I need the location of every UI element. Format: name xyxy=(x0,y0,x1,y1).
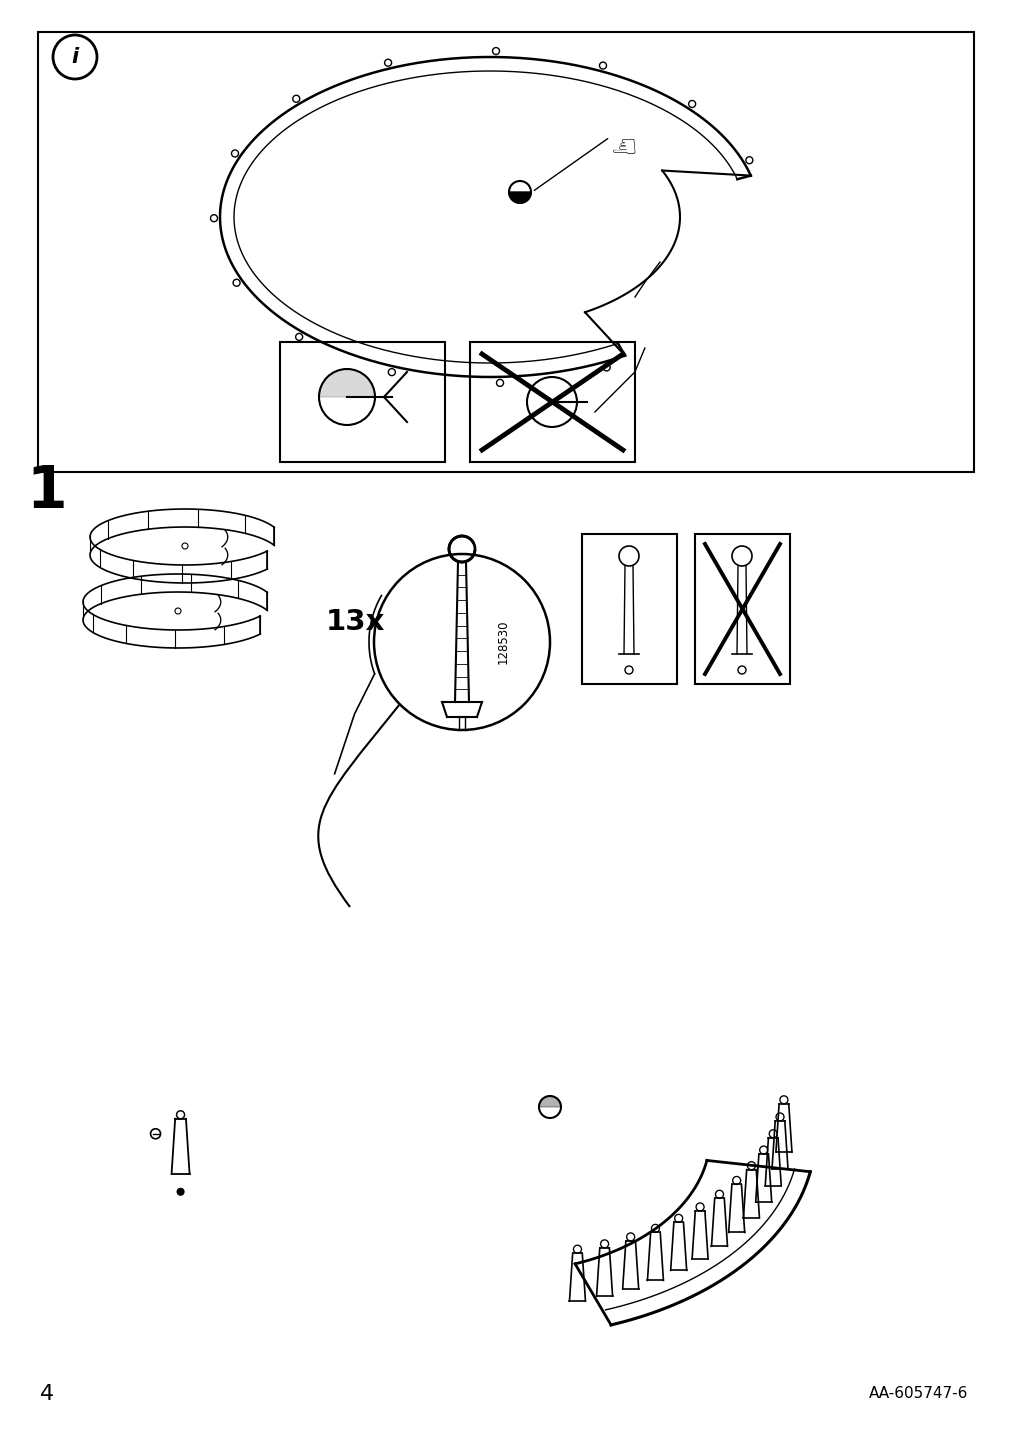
Text: ☞: ☞ xyxy=(606,127,633,156)
Polygon shape xyxy=(318,369,375,397)
Text: i: i xyxy=(72,47,79,67)
Bar xyxy=(469,342,634,463)
Circle shape xyxy=(374,554,549,730)
Bar xyxy=(38,32,973,473)
Bar xyxy=(581,534,676,684)
Bar xyxy=(695,534,790,684)
Text: 1: 1 xyxy=(26,464,68,520)
Bar xyxy=(280,342,445,463)
Text: 4: 4 xyxy=(39,1383,54,1403)
Text: 128530: 128530 xyxy=(496,620,509,664)
Text: 13x: 13x xyxy=(325,609,384,636)
Text: AA-605747-6: AA-605747-6 xyxy=(867,1386,968,1402)
Polygon shape xyxy=(539,1095,560,1107)
Polygon shape xyxy=(509,192,531,203)
Circle shape xyxy=(177,1189,184,1196)
